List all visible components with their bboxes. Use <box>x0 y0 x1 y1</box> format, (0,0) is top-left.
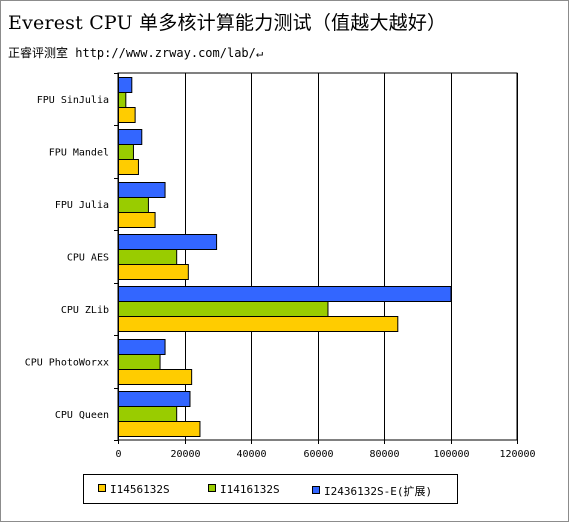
x-tick-label-2: 40000 <box>236 449 266 460</box>
chart-subtitle: 正睿评测室 http://www.zrway.com/lab/↵ <box>8 44 263 61</box>
x-tick-label-4: 80000 <box>369 449 399 460</box>
bar-1-7 <box>118 391 191 407</box>
category-label-3: FPU Julia <box>55 200 109 211</box>
legend-swatch-2 <box>208 484 216 492</box>
bar-2-4 <box>118 249 178 265</box>
x-tick-label-1: 20000 <box>170 449 200 460</box>
category-label-5: CPU ZLib <box>61 305 109 316</box>
axes <box>114 73 518 444</box>
legend-swatch-3 <box>312 486 320 494</box>
subtitle-source: 正睿评测室 <box>8 46 69 60</box>
legend-item-3: I2436132S-E(扩展) <box>312 483 432 499</box>
subtitle-return-mark: ↵ <box>255 46 264 60</box>
bar-3-2 <box>118 159 139 175</box>
category-label-7: CPU Queen <box>55 410 109 421</box>
x-tick-label-6: 120000 <box>499 449 535 460</box>
tick-labels: 0 20000 40000 60000 80000 100000 120000 <box>115 449 535 460</box>
category-label-2: FPU Mandel <box>49 148 109 159</box>
legend: I1456132S I1416132S I2436132S-E(扩展) <box>83 474 458 504</box>
legend-label-2: I1416132S <box>220 483 280 496</box>
legend-item-1: I1456132S <box>98 483 170 496</box>
chart-title: Everest CPU 单多核计算能力测试（值越大越好） <box>8 12 447 34</box>
bar-2-7 <box>118 406 178 422</box>
category-label-1: FPU SinJulia <box>37 95 109 106</box>
x-tick-label-3: 60000 <box>303 449 333 460</box>
bar-1-2 <box>118 129 143 145</box>
bar-3-3 <box>118 212 156 228</box>
bar-2-1 <box>118 92 127 108</box>
bar-1-3 <box>118 182 166 198</box>
bar-2-2 <box>118 144 134 160</box>
legend-label-1: I1456132S <box>110 483 170 496</box>
bar-1-4 <box>118 234 218 250</box>
bar-3-4 <box>118 264 189 280</box>
x-tick-label-5: 100000 <box>433 449 469 460</box>
legend-item-2: I1416132S <box>208 483 280 496</box>
bar-1-5 <box>118 286 452 302</box>
category-label-4: CPU AES <box>67 253 109 264</box>
bar-3-6 <box>118 369 193 385</box>
legend-label-3: I2436132S-E(扩展) <box>324 485 433 498</box>
bar-1-1 <box>118 77 133 93</box>
x-tick-label-0: 0 <box>115 449 121 460</box>
legend-swatch-1 <box>98 484 106 492</box>
bar-3-7 <box>118 421 201 437</box>
bar-3-1 <box>118 107 136 123</box>
subtitle-url: http://www.zrway.com/lab/ <box>75 46 256 60</box>
category-label-6: CPU PhotoWorxx <box>25 357 109 368</box>
bar-2-5 <box>118 301 329 317</box>
bars <box>118 77 452 437</box>
bar-3-5 <box>118 316 399 332</box>
bar-1-6 <box>118 339 166 355</box>
category-labels: FPU SinJulia FPU Mandel FPU Julia CPU AES CP… <box>25 95 109 421</box>
bar-2-3 <box>118 197 149 213</box>
bar-2-6 <box>118 354 161 370</box>
